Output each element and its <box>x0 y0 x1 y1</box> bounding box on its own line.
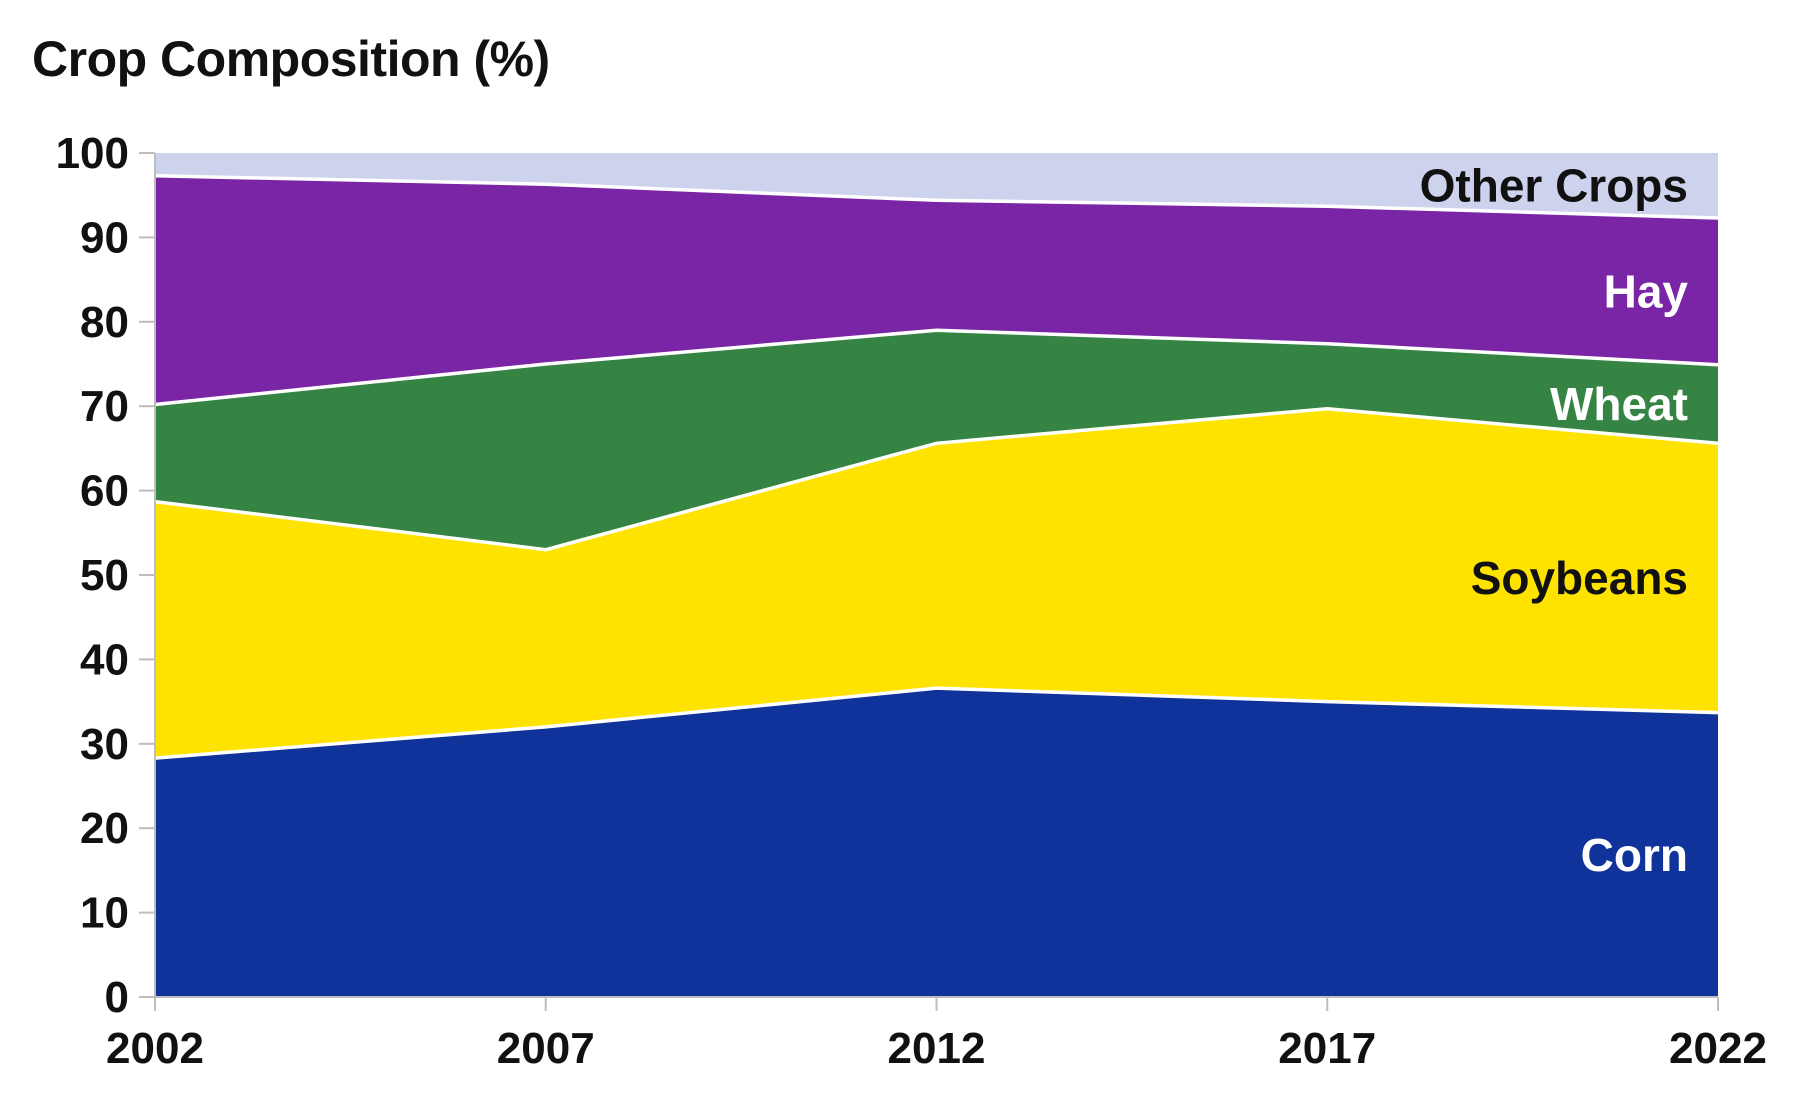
chart-title: Crop Composition (%) <box>32 31 550 87</box>
x-tick-label: 2017 <box>1278 1024 1376 1073</box>
y-tick-label: 50 <box>80 551 129 600</box>
x-tick-label: 2022 <box>1669 1024 1767 1073</box>
y-tick-label: 30 <box>80 720 129 769</box>
x-tick-label: 2012 <box>888 1024 986 1073</box>
series-label-other-crops: Other Crops <box>1420 159 1688 211</box>
boundary-corn <box>154 686 1719 760</box>
area-corn <box>155 688 1718 997</box>
series-label-soybeans: Soybeans <box>1471 552 1688 604</box>
y-tick-label: 40 <box>80 635 129 684</box>
x-tick-label: 2007 <box>497 1024 595 1073</box>
area-wheat <box>155 330 1718 550</box>
y-tick-label: 100 <box>56 129 129 178</box>
series-label-corn: Corn <box>1581 829 1688 881</box>
y-tick-label: 0 <box>105 973 129 1022</box>
y-tick-label: 80 <box>80 298 129 347</box>
boundary-soybeans <box>154 406 1719 552</box>
area-hay <box>155 175 1718 405</box>
area-layer <box>154 153 1719 997</box>
y-tick-label: 90 <box>80 213 129 262</box>
boundary-wheat <box>154 328 1719 407</box>
axes-layer: 0 10 20 30 40 50 60 70 80 90 100 2002 2007 2012 2017 20… <box>56 129 1767 1073</box>
x-tick-label: 2002 <box>106 1024 204 1073</box>
y-tick-label: 70 <box>80 382 129 431</box>
y-tick-label: 60 <box>80 467 129 516</box>
boundary-hay <box>154 174 1719 220</box>
y-tick-label: 20 <box>80 804 129 853</box>
area-soybeans <box>155 408 1718 759</box>
series-label-wheat: Wheat <box>1550 378 1688 430</box>
series-labels: Corn Soybeans Wheat Hay Other Crops <box>1420 159 1689 880</box>
area-other-crops <box>155 153 1718 218</box>
y-tick-label: 10 <box>80 889 129 938</box>
series-label-hay: Hay <box>1604 265 1689 317</box>
